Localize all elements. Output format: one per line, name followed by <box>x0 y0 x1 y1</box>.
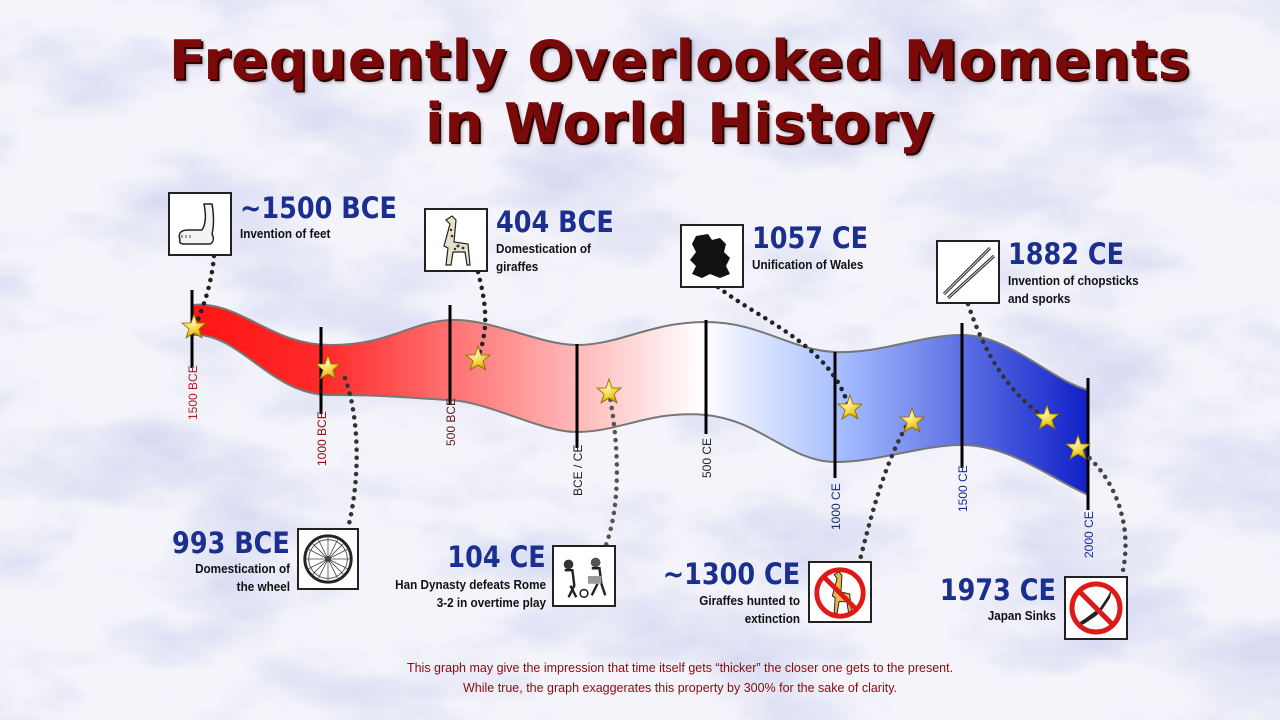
connector-no-japan <box>1074 445 1128 578</box>
event-description: Han Dynasty defeats Rome 3-2 in overtime… <box>395 577 546 610</box>
event-star <box>836 393 864 420</box>
tick-label: 2000 CE <box>1082 511 1096 558</box>
tick-label: 500 BCE <box>444 397 458 446</box>
event-star <box>1033 403 1061 430</box>
no-japan-icon <box>1064 576 1128 640</box>
tick-label: BCE / CE <box>571 444 585 496</box>
event-description: Japan Sinks <box>987 608 1056 623</box>
event-date: ~1300 CE <box>662 557 800 591</box>
connector-wheel <box>342 375 359 531</box>
timeline-ribbon <box>191 303 1089 497</box>
footer-note-2: While true, the graph exaggerates this p… <box>462 681 898 695</box>
event-description: Giraffes hunted to extinction <box>699 593 800 626</box>
event-description: Invention of feet <box>240 226 331 241</box>
event-date: 993 BCE <box>172 526 290 560</box>
event-star <box>1064 433 1092 460</box>
title-line-2: in World History <box>425 92 935 155</box>
wheel-icon <box>297 528 359 590</box>
event-date: 1973 CE <box>939 573 1056 607</box>
connector-giraffe <box>475 269 488 361</box>
connector-foot <box>191 253 217 331</box>
event-star <box>464 344 492 371</box>
tick-label: 1500 BCE <box>186 365 200 420</box>
wales-map-icon <box>680 224 744 288</box>
event-date: 1057 CE <box>752 221 869 255</box>
event-date: 404 BCE <box>496 205 614 239</box>
tick-label: 1000 CE <box>829 483 843 530</box>
chopsticks-icon <box>936 240 1000 304</box>
foot-icon <box>168 192 232 256</box>
connector-no-giraffe <box>857 417 913 563</box>
tick-label: 1500 CE <box>956 465 970 512</box>
tick-label: 1000 BCE <box>315 411 329 466</box>
event-description: Invention of chopsticks and sporks <box>1008 273 1139 306</box>
connector-wales <box>715 284 851 408</box>
event-description: Domestication of the wheel <box>195 561 290 594</box>
event-date: 104 CE <box>447 540 546 574</box>
connector-chopsticks <box>965 301 1049 421</box>
event-description: Unification of Wales <box>752 257 864 272</box>
event-star <box>314 353 342 380</box>
title-line-1: Frequently Overlooked Moments <box>169 29 1191 92</box>
tick-label: 500 CE <box>700 437 714 478</box>
footer-note-1: This graph may give the impression that … <box>406 661 954 675</box>
soccer-icon <box>552 545 616 607</box>
giraffe-icon <box>424 208 488 272</box>
event-date: 1882 CE <box>1008 237 1125 271</box>
event-star <box>595 377 623 404</box>
event-star <box>180 312 208 339</box>
event-star <box>898 406 926 433</box>
event-description: Domestication of giraffes <box>496 241 591 274</box>
event-date: ~1500 BCE <box>240 191 397 225</box>
connector-soccer <box>603 389 620 548</box>
no-giraffe-icon <box>808 561 872 623</box>
